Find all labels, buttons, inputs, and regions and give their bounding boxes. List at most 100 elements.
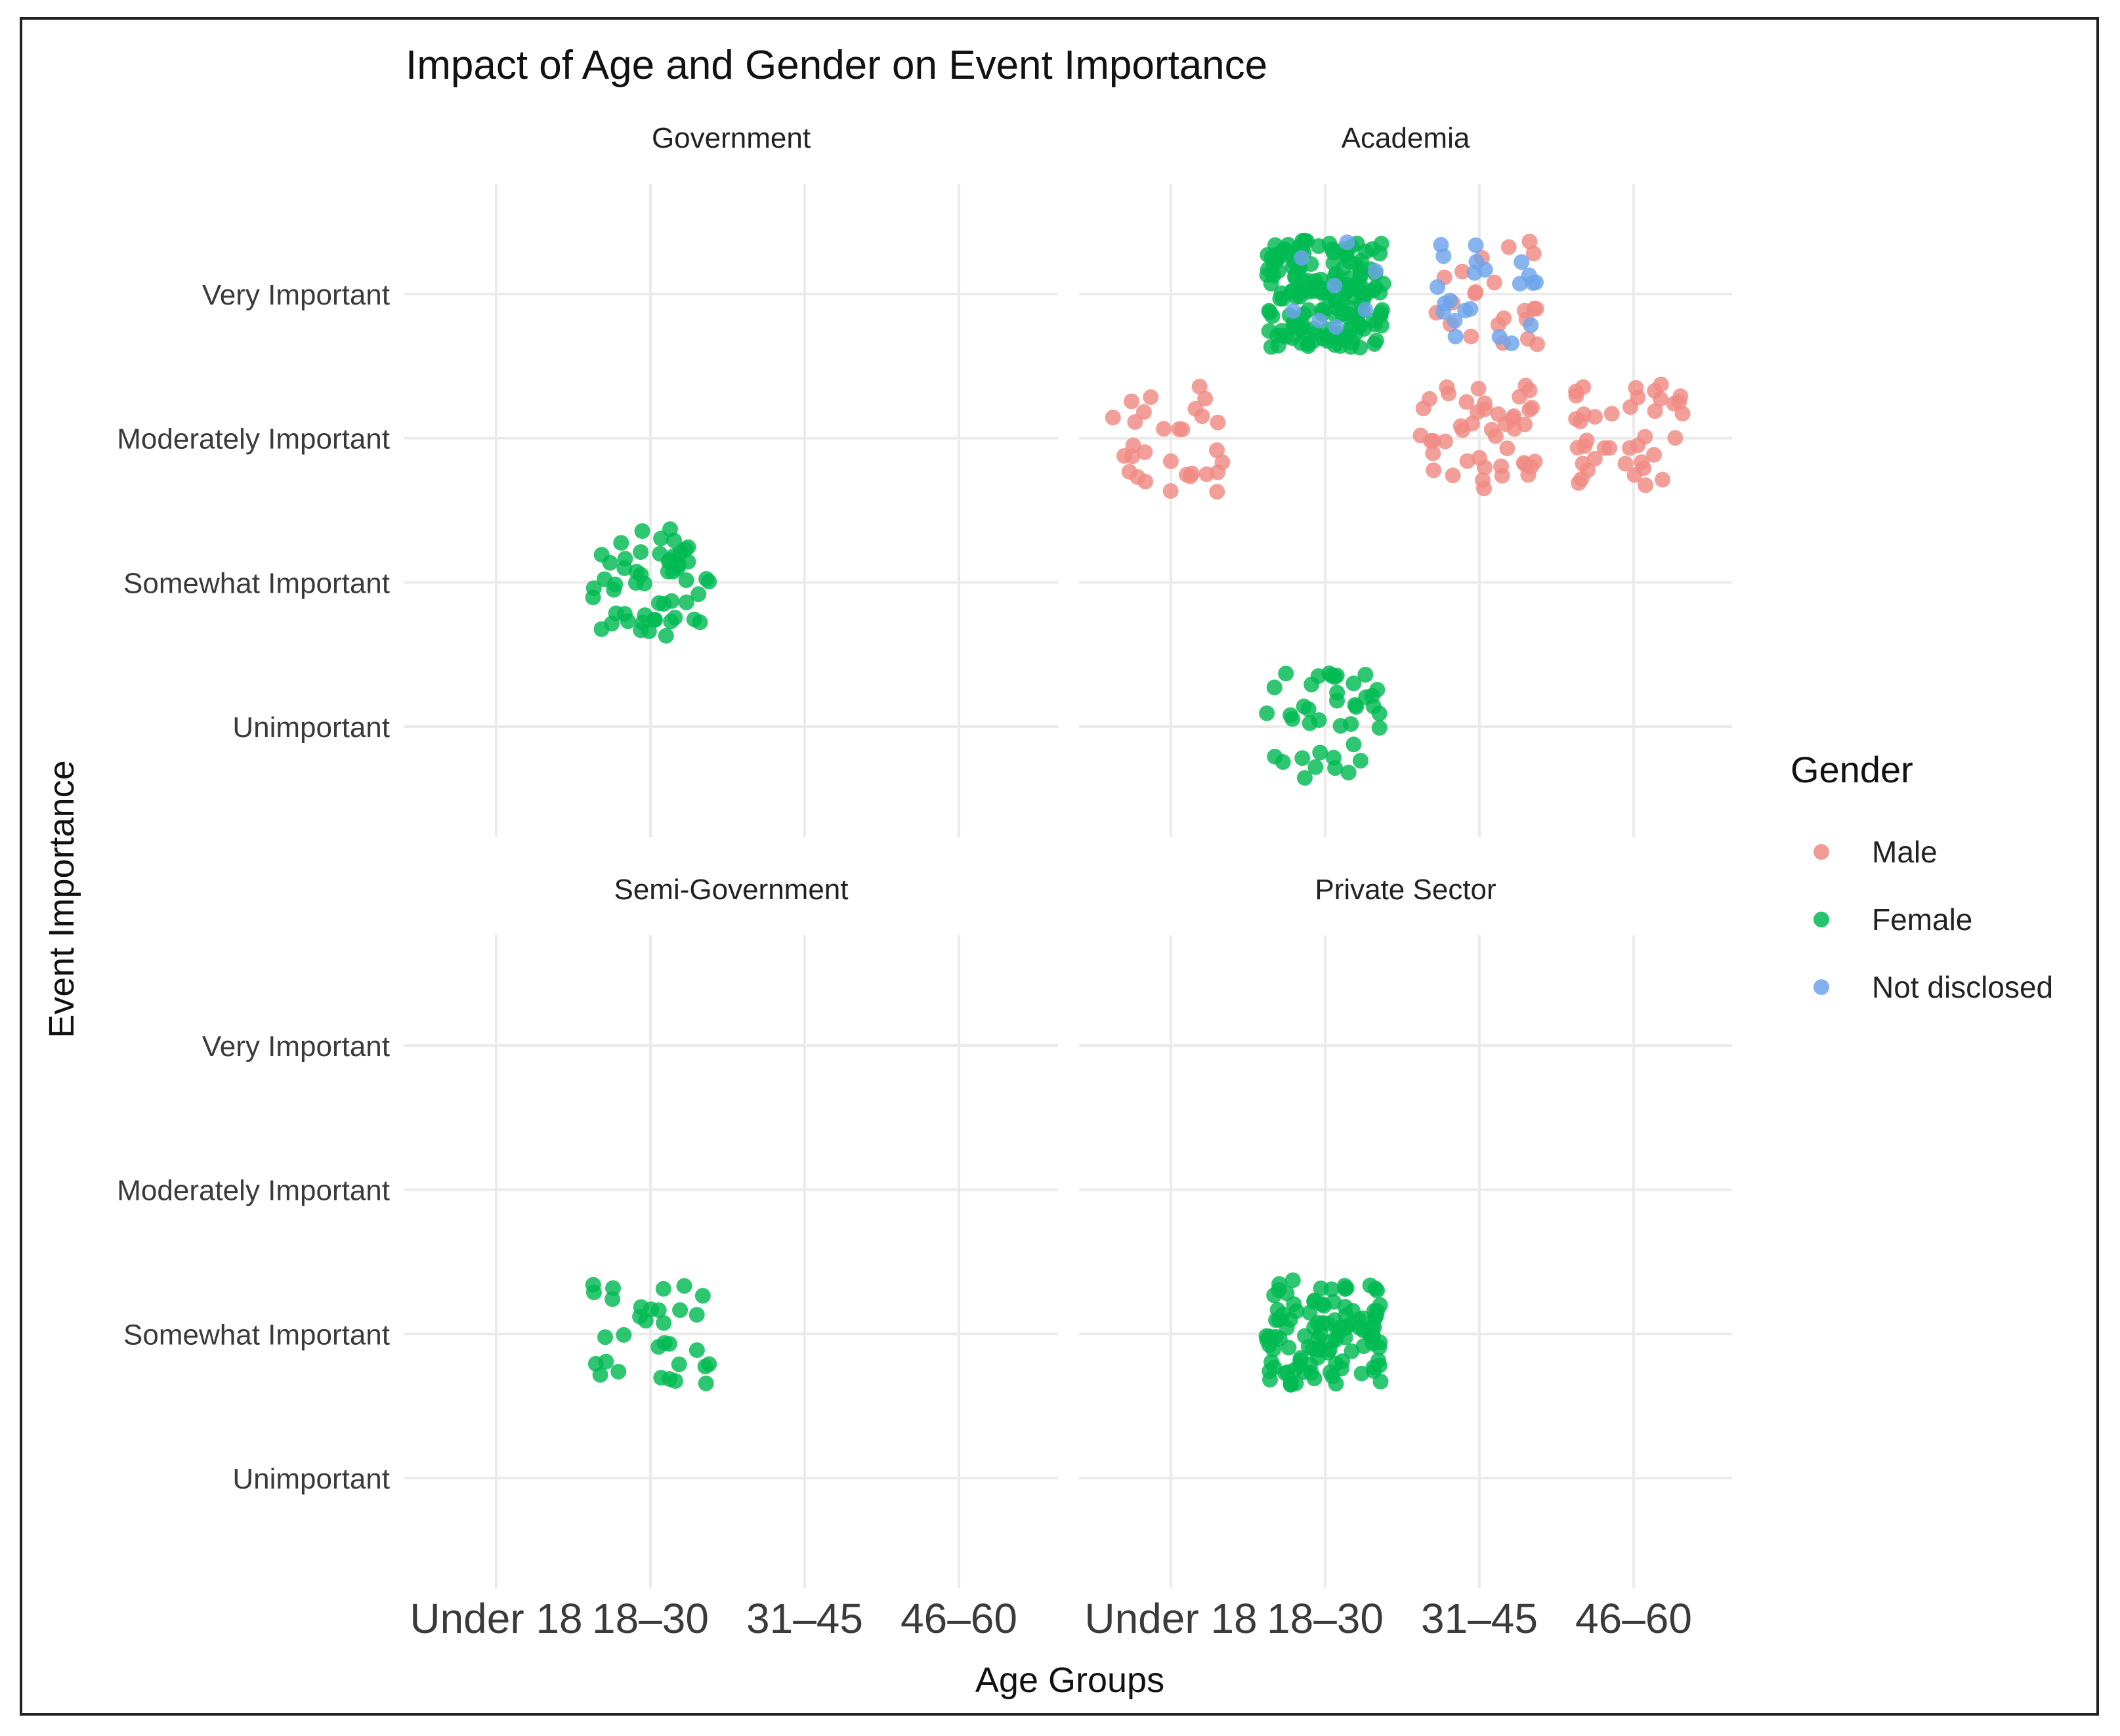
data-point-female xyxy=(1267,748,1283,765)
data-point-female xyxy=(658,627,674,644)
data-point-female xyxy=(689,1307,705,1323)
data-point-female xyxy=(1353,253,1369,268)
data-point-female xyxy=(1300,302,1317,318)
data-point-female xyxy=(662,521,678,538)
data-point-female xyxy=(637,1313,654,1329)
data-point-female xyxy=(1346,736,1362,753)
data-point-female xyxy=(1372,1297,1388,1313)
data-point-female xyxy=(655,1281,671,1297)
data-point-female xyxy=(1329,1322,1346,1338)
data-point-male xyxy=(1528,301,1544,317)
data-point-female xyxy=(1294,750,1311,767)
data-point-female xyxy=(1259,705,1275,721)
data-point-male xyxy=(1187,400,1204,417)
x-tick-label: Under 18 xyxy=(410,1595,582,1642)
data-point-female xyxy=(662,552,678,568)
legend-key-female xyxy=(1813,912,1829,927)
data-point-female xyxy=(1265,257,1282,272)
data-point-male xyxy=(1521,234,1538,249)
data-point-female xyxy=(1303,1365,1319,1381)
data-point-male xyxy=(1490,406,1506,423)
panel-private-sector: Private Sector Under 18 18–30 31–45 46–60 xyxy=(1079,874,1732,1642)
data-point-female xyxy=(593,547,610,563)
data-point-female xyxy=(1279,1285,1295,1302)
data-point-female xyxy=(1374,302,1390,318)
data-point-female xyxy=(701,574,717,590)
data-point-male xyxy=(1653,376,1669,392)
data-point-female xyxy=(1288,1375,1304,1391)
data-point-not-disclosed xyxy=(1457,303,1473,319)
data-point-male xyxy=(1667,430,1684,446)
data-point-male xyxy=(1577,438,1593,454)
data-point-female xyxy=(1292,1350,1309,1366)
data-point-female xyxy=(1348,699,1365,715)
panel-title: Private Sector xyxy=(1315,874,1496,906)
data-point-female xyxy=(680,553,696,570)
data-point-female xyxy=(1332,717,1349,734)
x-tick-label: 18–30 xyxy=(1267,1595,1384,1642)
data-point-not-disclosed xyxy=(1368,263,1384,279)
data-point-male xyxy=(1454,263,1470,280)
chart-title: Impact of Age and Gender on Event Import… xyxy=(406,43,1267,88)
data-point-male xyxy=(1646,446,1662,463)
data-point-female xyxy=(676,1278,692,1294)
data-point-female xyxy=(585,1277,601,1293)
data-point-female xyxy=(1283,707,1299,723)
data-point-female xyxy=(637,607,653,624)
data-point-female xyxy=(1358,689,1374,706)
data-point-female xyxy=(634,523,650,540)
data-point-not-disclosed xyxy=(1311,312,1328,329)
data-point-female xyxy=(636,576,652,592)
x-tick-label: 46–60 xyxy=(901,1595,1017,1642)
data-point-female xyxy=(1338,1307,1354,1323)
data-point-not-disclosed xyxy=(1430,279,1446,295)
data-point-female xyxy=(1279,1320,1295,1336)
data-point-female xyxy=(1270,337,1286,354)
y-tick-label: Unimportant xyxy=(232,1463,390,1495)
chart: Impact of Age and Gender on Event Import… xyxy=(42,43,2053,1700)
data-point-female xyxy=(616,1326,632,1343)
data-point-female xyxy=(1312,744,1328,761)
data-point-female xyxy=(1307,759,1324,775)
data-point-male xyxy=(1426,462,1442,478)
data-point-female xyxy=(1266,1287,1283,1303)
data-point-male xyxy=(1525,245,1542,262)
data-point-male xyxy=(1652,391,1668,407)
data-point-male xyxy=(1209,442,1225,458)
data-point-male xyxy=(1439,379,1455,395)
data-point-male xyxy=(1655,471,1670,488)
data-point-female xyxy=(1304,676,1320,692)
data-point-male xyxy=(1603,406,1620,422)
data-point-female xyxy=(1335,261,1351,277)
data-point-female xyxy=(1277,1365,1294,1382)
y-tick-label: Somewhat Important xyxy=(123,567,390,599)
data-point-female xyxy=(1372,284,1388,301)
data-point-female xyxy=(694,1288,711,1304)
data-point-not-disclosed xyxy=(1357,301,1374,318)
data-point-male xyxy=(1458,394,1475,410)
data-point-female xyxy=(1285,315,1302,331)
data-point-male xyxy=(1463,328,1479,345)
data-point-male xyxy=(1454,422,1471,438)
data-points xyxy=(585,232,1691,1393)
data-point-female xyxy=(1369,681,1386,698)
data-point-not-disclosed xyxy=(1447,312,1463,329)
data-point-female xyxy=(1357,667,1374,683)
data-point-male xyxy=(1634,454,1650,471)
facet-panels: Unimportant Somewhat Important Moderately … xyxy=(117,122,1732,1642)
data-point-female xyxy=(1370,1352,1386,1368)
data-point-male xyxy=(1437,433,1453,450)
data-point-male xyxy=(1445,467,1461,484)
legend-key-male xyxy=(1813,844,1829,860)
data-point-not-disclosed xyxy=(1491,329,1508,345)
legend-key-not-disclosed xyxy=(1813,979,1829,995)
data-point-female xyxy=(1267,237,1283,253)
panel-semi-government: Unimportant Somewhat Important Moderately … xyxy=(117,874,1058,1642)
data-point-male xyxy=(1500,239,1517,255)
data-point-male xyxy=(1162,483,1179,499)
data-point-female xyxy=(1332,338,1349,354)
data-point-male xyxy=(1135,404,1152,420)
data-point-female xyxy=(597,1329,613,1345)
y-tick-label: Moderately Important xyxy=(117,1175,390,1207)
x-tick-label: 18–30 xyxy=(592,1595,709,1642)
